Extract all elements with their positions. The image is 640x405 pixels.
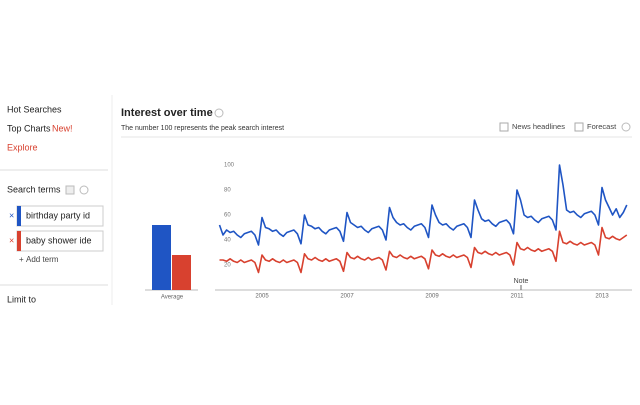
y-tick-label: 40 (224, 238, 231, 244)
nav-link[interactable]: Hot Searches (7, 104, 62, 114)
average-bar (152, 225, 171, 290)
add-term[interactable]: Add term (26, 255, 59, 264)
average-label: Average (161, 295, 184, 301)
y-tick-label: 100 (224, 163, 235, 169)
series-line (218, 164, 628, 246)
search-term[interactable]: baby shower ide (26, 235, 92, 245)
x-tick-label: 2005 (255, 294, 269, 300)
nav-link[interactable]: Explore (7, 142, 38, 152)
color-tag (17, 231, 21, 251)
section-title: Search terms (7, 184, 61, 194)
panel-title: Interest over time (121, 107, 213, 119)
series-line (219, 226, 628, 274)
y-tick-label: 60 (224, 213, 231, 219)
section-title: Limit to (7, 294, 36, 304)
x-tick-label: 2007 (340, 294, 354, 300)
help-icon[interactable] (214, 108, 224, 118)
help-icon[interactable] (79, 185, 89, 195)
option-label[interactable]: News headlines (512, 122, 565, 131)
subtitle: The number 100 represents the peak searc… (121, 125, 284, 132)
color-tag (17, 206, 21, 226)
help-icon[interactable] (621, 122, 631, 132)
checkbox[interactable] (574, 122, 584, 132)
option-label[interactable]: Forecast (587, 122, 617, 131)
average-bar (172, 255, 191, 290)
remove-icon[interactable]: × (9, 235, 14, 245)
checkbox[interactable] (499, 122, 509, 132)
annotation: Note (514, 278, 529, 285)
remove-icon[interactable]: × (9, 210, 14, 220)
x-tick-label: 2009 (425, 294, 439, 300)
search-term[interactable]: birthday party id (26, 210, 90, 220)
y-tick-label: 20 (224, 263, 231, 269)
dropdown-icon[interactable] (65, 185, 75, 195)
x-tick-label: 2011 (511, 294, 525, 300)
x-tick-label: 2013 (595, 294, 609, 300)
y-tick-label: 80 (224, 188, 231, 194)
nav-link[interactable]: Top Charts (7, 123, 51, 133)
add-icon[interactable]: + (19, 255, 24, 264)
badge: New! (52, 123, 73, 133)
